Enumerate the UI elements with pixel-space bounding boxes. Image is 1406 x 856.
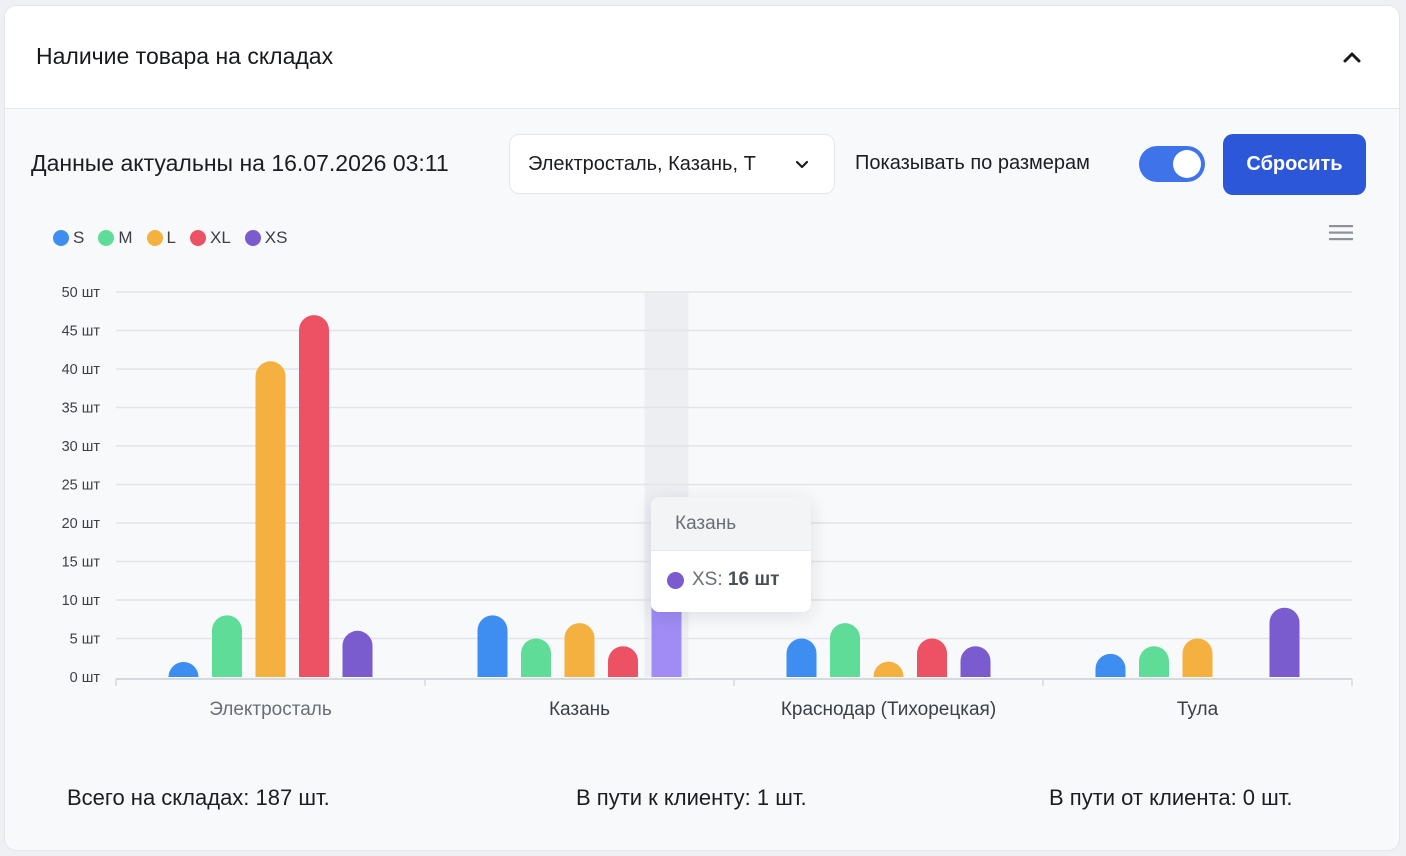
bar-xl (299, 315, 329, 677)
bar-m (830, 623, 860, 677)
x-tick-label: Казань (549, 699, 610, 720)
collapse-button[interactable] (1339, 44, 1365, 70)
total-in-warehouses: Всего на складах: 187 шт. (67, 785, 330, 810)
y-tick-label: 0 шт (70, 670, 101, 686)
y-tick-label: 30 шт (62, 439, 101, 455)
bar-l (255, 361, 286, 677)
legend-item-xs[interactable]: XS (244, 228, 288, 248)
tooltip-title: Казань (651, 497, 811, 551)
tooltip-series-dot (667, 571, 684, 589)
bar-m (212, 615, 242, 677)
y-tick-label: 50 шт (62, 285, 101, 301)
chart-legend: S M L XL XS (53, 228, 287, 248)
bar-m (521, 638, 551, 677)
tooltip-row: XS: 16 шт (667, 569, 779, 591)
bar-s (1095, 653, 1126, 677)
bar-s (168, 662, 199, 677)
bar-xl (917, 638, 947, 677)
y-tick-label: 15 шт (62, 555, 101, 571)
y-tick-label: 35 шт (62, 401, 101, 417)
legend-item-xl[interactable]: XL (189, 228, 231, 248)
y-tick-label: 20 шт (62, 516, 101, 532)
bar-l (1182, 638, 1213, 677)
y-tick-label: 5 шт (70, 632, 101, 648)
bar-xs (342, 630, 373, 677)
legend-dot (146, 230, 163, 246)
chevron-down-icon (795, 160, 809, 169)
chart-menu-icon[interactable] (1328, 222, 1354, 244)
legend-label: S (73, 228, 85, 247)
toggle-knob (1173, 150, 1201, 178)
bar-s (477, 615, 508, 677)
legend-label: M (118, 228, 133, 247)
data-updated-text: Данные актуальны на 16.07.2026 03:11 (31, 150, 449, 176)
legend-label: XL (209, 228, 231, 247)
bar-l (564, 623, 595, 677)
legend-dot (53, 230, 69, 246)
warehouse-select-value: Электросталь, Казань, Т (528, 153, 756, 175)
x-tick-label: Электросталь (209, 699, 332, 720)
warehouse-select[interactable]: Электросталь, Казань, Т (509, 134, 835, 194)
legend-dot (244, 230, 261, 246)
legend-item-s[interactable]: S (53, 228, 84, 248)
bar-xl (608, 646, 638, 677)
bar-xs (960, 646, 991, 677)
stock-bar-chart: 0 шт 5 шт 10 шт 15 шт 20 шт 25 шт 30 шт 35 шт 40… (62, 285, 1353, 720)
y-tick-label: 10 шт (62, 593, 101, 609)
card-title: Наличие товара на складах (36, 43, 334, 69)
in-transit-to-client: В пути к клиенту: 1 шт. (576, 785, 807, 810)
y-tick-label: 25 шт (62, 478, 101, 494)
bar-l (873, 661, 904, 677)
y-tick-label: 45 шт (62, 324, 101, 340)
y-tick-label: 40 шт (62, 362, 101, 378)
bar-xs (1269, 607, 1300, 677)
tooltip-series-name: XS (692, 569, 718, 590)
show-by-size-label: Показывать по размерам (855, 152, 1090, 174)
chevron-up-icon (1343, 52, 1361, 63)
reset-button[interactable]: Сбросить (1223, 134, 1366, 195)
bar-s (786, 638, 817, 677)
legend-item-m[interactable]: M (98, 228, 133, 248)
chart-tooltip: Казань XS: 16 шт (651, 497, 811, 612)
x-tick-label: Краснодар (Тихорецкая) (781, 699, 996, 720)
legend-dot (189, 230, 206, 246)
legend-label: XS (264, 228, 288, 247)
card-header: Наличие товара на складах (5, 6, 1399, 109)
bar-m (1139, 646, 1169, 677)
legend-dot (98, 230, 115, 246)
legend-item-l[interactable]: L (146, 228, 176, 248)
x-tick-label: Тула (1177, 699, 1219, 720)
legend-label: L (166, 228, 176, 247)
tooltip-value: 16 шт (727, 569, 780, 590)
show-by-size-toggle[interactable] (1139, 146, 1205, 182)
in-transit-from-client: В пути от клиента: 0 шт. (1049, 785, 1293, 810)
